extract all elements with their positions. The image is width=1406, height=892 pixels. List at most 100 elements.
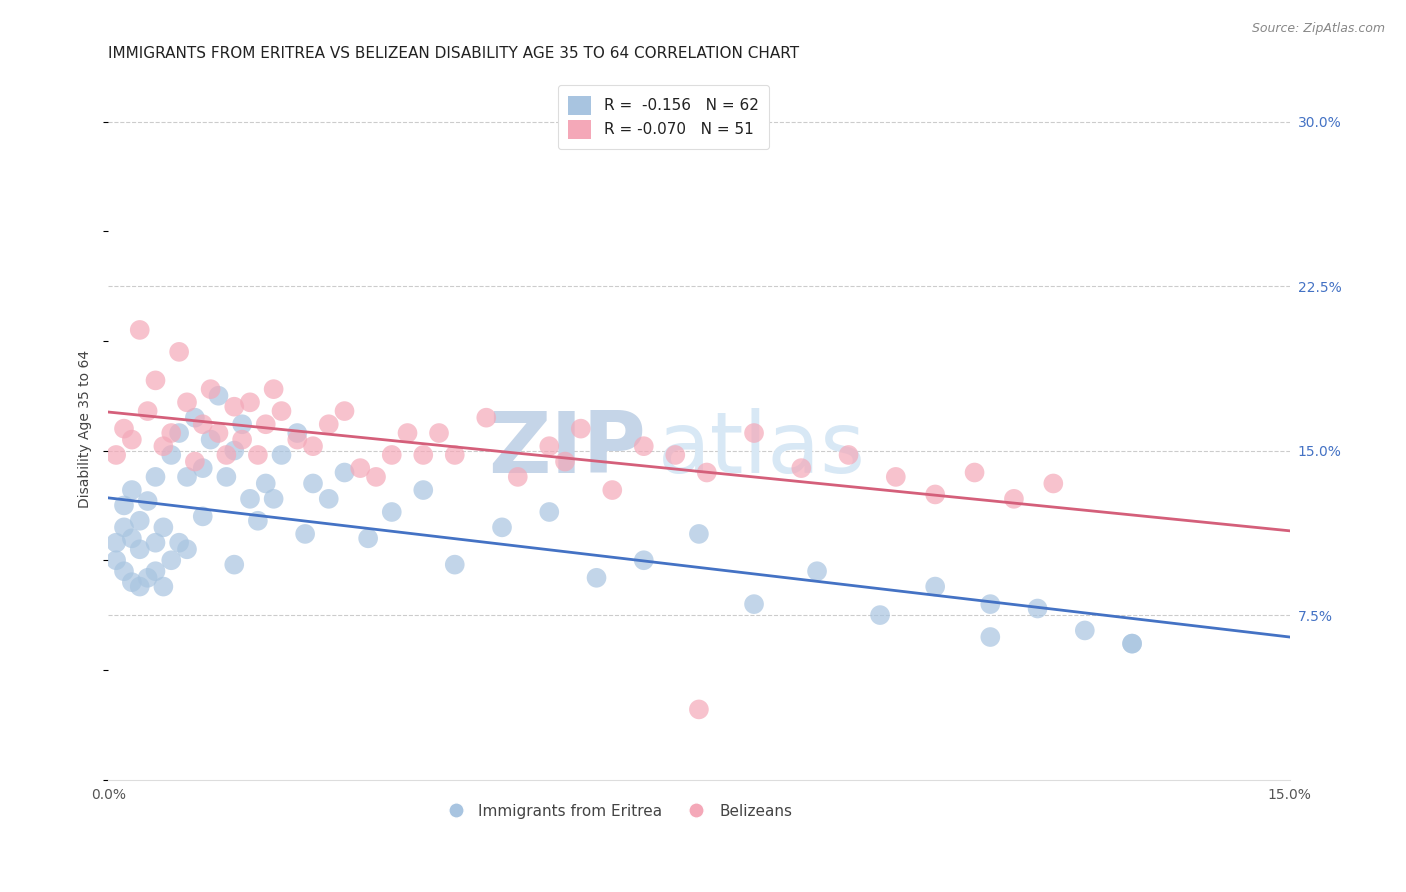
Point xyxy=(979,597,1001,611)
Point xyxy=(443,558,465,572)
Point xyxy=(191,417,214,432)
Point xyxy=(979,630,1001,644)
Point xyxy=(270,448,292,462)
Point xyxy=(231,433,253,447)
Text: IMMIGRANTS FROM ERITREA VS BELIZEAN DISABILITY AGE 35 TO 64 CORRELATION CHART: IMMIGRANTS FROM ERITREA VS BELIZEAN DISA… xyxy=(108,46,800,62)
Point xyxy=(112,564,135,578)
Point xyxy=(302,439,325,453)
Legend: Immigrants from Eritrea, Belizeans: Immigrants from Eritrea, Belizeans xyxy=(434,797,799,824)
Point xyxy=(145,373,167,387)
Point xyxy=(1002,491,1025,506)
Point xyxy=(160,553,183,567)
Point xyxy=(215,448,238,462)
Point xyxy=(176,542,198,557)
Point xyxy=(160,448,183,462)
Point xyxy=(1074,624,1097,638)
Point xyxy=(191,509,214,524)
Point xyxy=(128,542,150,557)
Point xyxy=(136,571,159,585)
Point xyxy=(176,395,198,409)
Point xyxy=(184,454,207,468)
Point xyxy=(790,461,813,475)
Point xyxy=(112,520,135,534)
Point xyxy=(152,580,174,594)
Point xyxy=(145,564,167,578)
Point xyxy=(412,448,434,462)
Point xyxy=(364,470,387,484)
Point xyxy=(381,505,404,519)
Point xyxy=(491,520,513,534)
Text: atlas: atlas xyxy=(658,409,866,491)
Point xyxy=(443,448,465,462)
Point xyxy=(538,505,561,519)
Point xyxy=(285,425,308,440)
Point xyxy=(294,527,316,541)
Point xyxy=(263,491,285,506)
Point xyxy=(167,425,190,440)
Point xyxy=(538,439,561,453)
Point xyxy=(224,443,246,458)
Point xyxy=(963,466,986,480)
Point xyxy=(152,520,174,534)
Point xyxy=(167,535,190,549)
Text: Source: ZipAtlas.com: Source: ZipAtlas.com xyxy=(1251,22,1385,36)
Point xyxy=(688,702,710,716)
Point xyxy=(112,422,135,436)
Point xyxy=(207,425,229,440)
Point xyxy=(1121,637,1143,651)
Point xyxy=(121,483,143,497)
Point xyxy=(112,499,135,513)
Point xyxy=(136,494,159,508)
Point xyxy=(869,608,891,623)
Point xyxy=(128,580,150,594)
Point xyxy=(254,417,277,432)
Point xyxy=(121,575,143,590)
Point xyxy=(664,448,686,462)
Point xyxy=(184,410,207,425)
Point xyxy=(884,470,907,484)
Point xyxy=(246,514,269,528)
Point xyxy=(145,470,167,484)
Point xyxy=(254,476,277,491)
Point xyxy=(924,487,946,501)
Point xyxy=(318,491,340,506)
Point xyxy=(152,439,174,453)
Point xyxy=(263,382,285,396)
Y-axis label: Disability Age 35 to 64: Disability Age 35 to 64 xyxy=(79,350,93,508)
Point xyxy=(224,400,246,414)
Point xyxy=(246,448,269,462)
Point xyxy=(105,535,128,549)
Point xyxy=(207,389,229,403)
Point xyxy=(506,470,529,484)
Point xyxy=(688,527,710,541)
Point xyxy=(924,580,946,594)
Point xyxy=(600,483,623,497)
Point xyxy=(696,466,718,480)
Point xyxy=(231,417,253,432)
Point xyxy=(1026,601,1049,615)
Point xyxy=(333,466,356,480)
Point xyxy=(136,404,159,418)
Point xyxy=(569,422,592,436)
Point xyxy=(1042,476,1064,491)
Point xyxy=(633,439,655,453)
Text: ZIP: ZIP xyxy=(488,409,645,491)
Point xyxy=(333,404,356,418)
Point xyxy=(633,553,655,567)
Point xyxy=(191,461,214,475)
Point xyxy=(475,410,498,425)
Point xyxy=(585,571,607,585)
Point xyxy=(806,564,828,578)
Point xyxy=(302,476,325,491)
Point xyxy=(224,558,246,572)
Point xyxy=(121,433,143,447)
Point xyxy=(239,395,262,409)
Point xyxy=(381,448,404,462)
Point xyxy=(145,535,167,549)
Point xyxy=(412,483,434,497)
Point xyxy=(427,425,450,440)
Point xyxy=(105,448,128,462)
Point xyxy=(176,470,198,484)
Point xyxy=(105,553,128,567)
Point xyxy=(396,425,419,440)
